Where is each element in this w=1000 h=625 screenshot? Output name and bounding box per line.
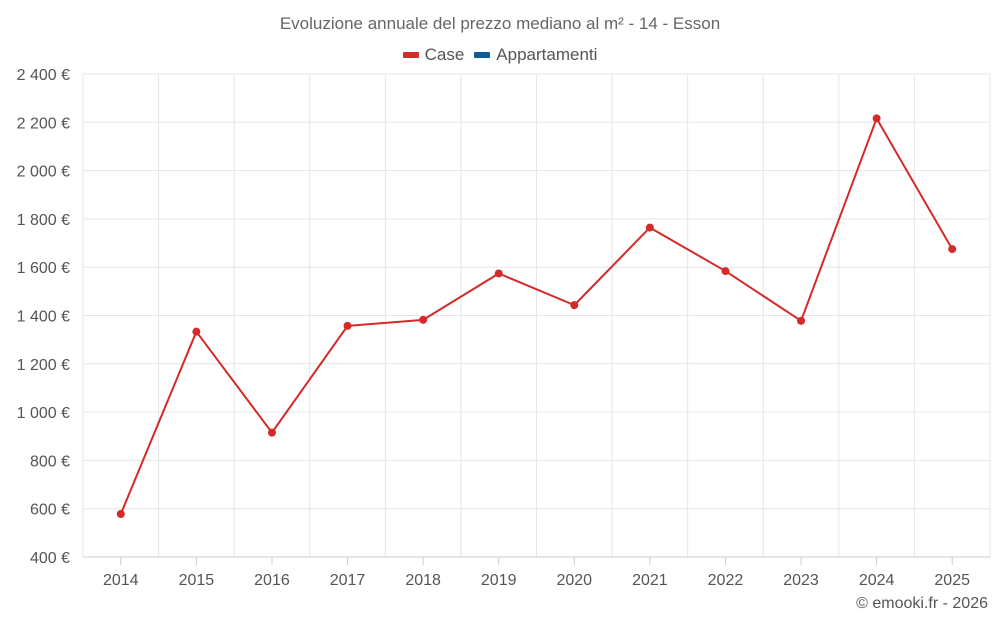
legend-swatch-appartamenti bbox=[474, 52, 491, 58]
data-point-case-2018[interactable] bbox=[419, 315, 428, 324]
x-tick-label: 2023 bbox=[783, 572, 819, 589]
legend-item-case[interactable]: Case bbox=[402, 45, 465, 65]
x-tick-label: 2019 bbox=[481, 572, 517, 589]
x-tick-label: 2021 bbox=[632, 572, 668, 589]
x-tick-label: 2022 bbox=[708, 572, 744, 589]
legend-swatch-case bbox=[402, 52, 419, 58]
data-point-case-2016[interactable] bbox=[267, 428, 276, 437]
chart-title: Evoluzione annuale del prezzo mediano al… bbox=[279, 14, 721, 33]
y-tick-label: 1 400 € bbox=[17, 309, 70, 326]
y-tick-label: 2 200 € bbox=[17, 115, 70, 132]
series-case bbox=[116, 114, 957, 519]
legend-label-appartamenti: Appartamenti bbox=[496, 45, 598, 64]
x-tick-label: 2015 bbox=[179, 572, 215, 589]
series-line-case bbox=[119, 117, 954, 515]
y-tick-label: 1 000 € bbox=[17, 405, 70, 422]
y-tick-label: 1 200 € bbox=[17, 357, 70, 374]
y-tick-label: 1 600 € bbox=[17, 260, 70, 277]
data-point-case-2015[interactable] bbox=[192, 327, 201, 336]
data-point-case-2019[interactable] bbox=[494, 269, 503, 278]
data-point-case-2022[interactable] bbox=[721, 267, 730, 276]
legend-item-appartamenti[interactable]: Appartamenti bbox=[474, 45, 597, 65]
y-tick-label: 1 800 € bbox=[17, 212, 70, 229]
x-tick-label: 2014 bbox=[103, 572, 139, 589]
data-point-case-2023[interactable] bbox=[797, 316, 806, 325]
x-tick-label: 2018 bbox=[405, 572, 441, 589]
data-point-case-2021[interactable] bbox=[645, 223, 654, 232]
y-tick-label: 2 000 € bbox=[17, 164, 70, 181]
data-point-case-2020[interactable] bbox=[570, 301, 579, 310]
data-point-case-2014[interactable] bbox=[116, 510, 125, 519]
data-point-case-2017[interactable] bbox=[343, 321, 352, 330]
axes: 400 € 600 € 800 € 1 000 € 1 200 € 1 400 € 1 60… bbox=[17, 67, 990, 589]
legend-label-case: Case bbox=[424, 45, 465, 64]
x-tick-label: 2016 bbox=[254, 572, 290, 589]
x-tick-label: 2024 bbox=[859, 572, 895, 589]
credit-text: © emooki.fr - 2026 bbox=[856, 595, 988, 612]
legend: Case Appartamenti bbox=[0, 45, 1000, 65]
y-tick-label: 2 400 € bbox=[17, 67, 70, 84]
data-point-case-2024[interactable] bbox=[872, 114, 881, 123]
x-tick-label: 2017 bbox=[330, 572, 366, 589]
y-tick-label: 400 € bbox=[30, 550, 70, 567]
x-tick-label: 2020 bbox=[556, 572, 592, 589]
grid bbox=[82, 73, 991, 558]
y-tick-label: 600 € bbox=[30, 502, 70, 519]
x-tick-label: 2025 bbox=[934, 572, 970, 589]
data-point-case-2025[interactable] bbox=[948, 245, 957, 254]
y-tick-label: 800 € bbox=[30, 453, 70, 470]
